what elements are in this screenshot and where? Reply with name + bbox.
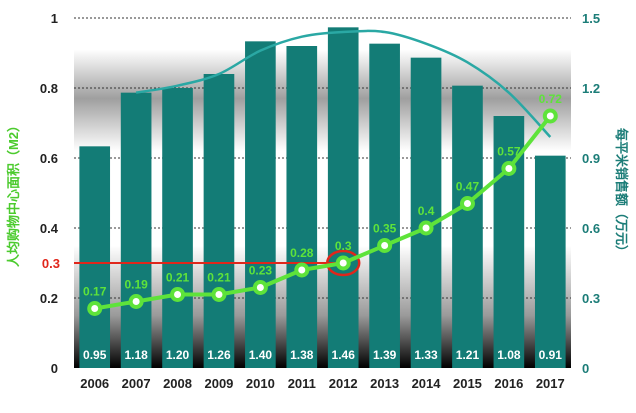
point-label: 0.35 bbox=[373, 222, 397, 236]
point-label: 0.47 bbox=[456, 180, 480, 194]
x-tick-label: 2013 bbox=[370, 376, 399, 391]
bar-label: 1.21 bbox=[456, 348, 480, 362]
right-tick-label: 0.3 bbox=[582, 291, 600, 306]
point-marker-center bbox=[215, 291, 223, 298]
bar bbox=[120, 92, 152, 369]
x-tick-label: 2014 bbox=[412, 376, 442, 391]
point-label: 0.72 bbox=[539, 92, 563, 106]
point-marker-center bbox=[256, 284, 264, 291]
bar-label: 1.46 bbox=[332, 348, 356, 362]
right-axis-label: 每平米销售额（万元） bbox=[614, 128, 629, 258]
x-tick-label: 2010 bbox=[246, 376, 275, 391]
point-label: 0.57 bbox=[497, 145, 521, 159]
left-tick-label: 0.6 bbox=[40, 151, 58, 166]
bar-label: 1.40 bbox=[249, 348, 273, 362]
x-tick-label: 2009 bbox=[204, 376, 233, 391]
left-tick-label: 0.4 bbox=[40, 221, 59, 236]
point-label: 0.21 bbox=[207, 271, 231, 285]
point-marker-center bbox=[298, 266, 306, 274]
point-marker-center bbox=[132, 298, 140, 305]
bars: 0.95 1.18 1.20 1.26 1.40 1.38 1.46 1.39 1.33 1.21… bbox=[79, 27, 566, 369]
bar bbox=[369, 43, 400, 369]
bar-label: 0.95 bbox=[83, 348, 107, 362]
point-marker-center bbox=[174, 291, 182, 298]
bar bbox=[245, 41, 276, 368]
right-tick-label: 1.2 bbox=[582, 81, 600, 96]
point-label: 0.28 bbox=[290, 246, 314, 260]
bar-label: 1.39 bbox=[373, 348, 397, 362]
left-tick-label: 0.2 bbox=[40, 291, 58, 306]
x-tick-label: 2016 bbox=[494, 376, 523, 391]
axes: 0 0.2 0.4 0.6 0.8 1 0 0.3 0.6 0.9 1.2 1.5 2006 2007 20… bbox=[40, 11, 600, 391]
x-tick-label: 2017 bbox=[536, 376, 565, 391]
point-marker-center bbox=[381, 242, 389, 249]
bar bbox=[203, 74, 235, 368]
reference-line: 0.3 bbox=[42, 249, 361, 277]
trend-line bbox=[135, 29, 552, 138]
left-axis-label: 人均购物中心面积（M2） bbox=[6, 119, 21, 267]
point-label: 0.19 bbox=[124, 278, 148, 292]
grid-lines bbox=[74, 17, 571, 299]
bar bbox=[286, 46, 318, 368]
bar bbox=[452, 85, 483, 369]
bar bbox=[327, 27, 359, 368]
right-tick-label: 0 bbox=[582, 361, 589, 376]
point-label: 0.3 bbox=[335, 239, 352, 253]
bar bbox=[534, 155, 566, 368]
bar-label: 1.26 bbox=[207, 348, 231, 362]
point-marker-center bbox=[505, 165, 513, 172]
bar bbox=[410, 57, 442, 369]
x-tick-label: 2006 bbox=[80, 376, 109, 391]
x-tick-label: 2008 bbox=[163, 376, 192, 391]
trend-curve bbox=[135, 29, 552, 138]
highlight-circle bbox=[325, 249, 361, 277]
x-tick-label: 2007 bbox=[122, 376, 151, 391]
x-tick-label: 2011 bbox=[288, 376, 316, 391]
left-tick-label: 0.8 bbox=[40, 81, 58, 96]
left-tick-label: 1 bbox=[51, 11, 58, 26]
bar-label: 1.33 bbox=[414, 348, 438, 362]
point-marker-center bbox=[422, 224, 430, 232]
right-tick-label: 0.6 bbox=[582, 221, 600, 236]
bar bbox=[162, 88, 193, 368]
right-tick-label: 1.5 bbox=[582, 11, 600, 26]
bar-label: 1.38 bbox=[290, 348, 314, 362]
point-label: 0.17 bbox=[83, 285, 107, 299]
point-marker-center bbox=[546, 112, 554, 120]
bar-label: 1.08 bbox=[497, 348, 521, 362]
point-label: 0.21 bbox=[166, 271, 190, 285]
bar-label: 0.91 bbox=[539, 348, 563, 362]
x-tick-label: 2012 bbox=[329, 376, 358, 391]
growth-line: 0.17 0.19 0.21 0.21 0.23 0.28 0.3 0.35 0.4 0.47 0.… bbox=[83, 92, 562, 316]
bar-label: 1.18 bbox=[124, 348, 148, 362]
point-marker-center bbox=[91, 305, 99, 312]
point-label: 0.4 bbox=[418, 204, 435, 218]
reference-label: 0.3 bbox=[42, 256, 60, 271]
x-tick-label: 2015 bbox=[453, 376, 482, 391]
left-tick-label: 0 bbox=[51, 361, 58, 376]
point-marker-center bbox=[339, 259, 347, 267]
bar-label: 1.20 bbox=[166, 348, 190, 362]
point-marker-center bbox=[463, 200, 471, 207]
point-label: 0.23 bbox=[249, 264, 273, 278]
right-tick-label: 0.9 bbox=[582, 151, 600, 166]
bar bbox=[79, 146, 111, 368]
